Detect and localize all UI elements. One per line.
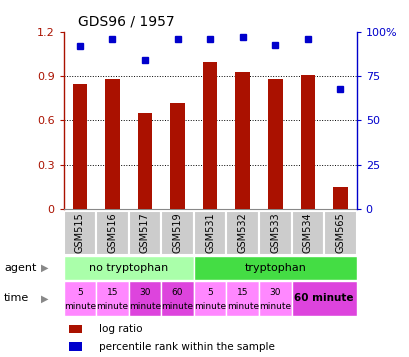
Text: minute: minute (193, 302, 226, 311)
FancyBboxPatch shape (324, 211, 356, 255)
FancyBboxPatch shape (128, 211, 161, 255)
Text: percentile rank within the sample: percentile rank within the sample (99, 342, 274, 352)
FancyBboxPatch shape (291, 211, 324, 255)
Text: ▶: ▶ (41, 263, 48, 273)
FancyBboxPatch shape (128, 281, 161, 316)
FancyBboxPatch shape (258, 211, 291, 255)
FancyBboxPatch shape (63, 281, 96, 316)
Text: GSM517: GSM517 (139, 212, 150, 253)
FancyBboxPatch shape (193, 281, 226, 316)
FancyBboxPatch shape (258, 281, 291, 316)
Text: agent: agent (4, 263, 36, 273)
Text: 15: 15 (106, 288, 118, 297)
Text: ▶: ▶ (41, 293, 48, 303)
Bar (235, 72, 249, 209)
Text: time: time (4, 293, 29, 303)
Text: minute: minute (226, 302, 258, 311)
Text: tryptophan: tryptophan (244, 263, 306, 273)
Text: GSM533: GSM533 (270, 213, 280, 253)
FancyBboxPatch shape (63, 256, 193, 280)
Text: 30: 30 (139, 288, 151, 297)
Text: 30: 30 (269, 288, 280, 297)
Bar (69, 325, 82, 333)
Bar (332, 187, 347, 209)
Text: GSM515: GSM515 (75, 212, 85, 253)
Text: GSM565: GSM565 (335, 212, 344, 253)
FancyBboxPatch shape (226, 281, 258, 316)
Text: 60 minute: 60 minute (294, 293, 353, 303)
FancyBboxPatch shape (96, 211, 128, 255)
Text: 5: 5 (77, 288, 83, 297)
FancyBboxPatch shape (291, 281, 356, 316)
Text: minute: minute (96, 302, 128, 311)
FancyBboxPatch shape (63, 211, 96, 255)
Bar (202, 62, 217, 209)
FancyBboxPatch shape (96, 281, 128, 316)
FancyBboxPatch shape (161, 211, 193, 255)
Text: 5: 5 (207, 288, 213, 297)
Bar (72, 84, 87, 209)
FancyBboxPatch shape (193, 211, 226, 255)
Text: log ratio: log ratio (99, 324, 142, 334)
Bar (267, 79, 282, 209)
Text: minute: minute (258, 302, 291, 311)
Text: minute: minute (161, 302, 193, 311)
Text: minute: minute (64, 302, 96, 311)
Text: no tryptophan: no tryptophan (89, 263, 168, 273)
Text: GSM531: GSM531 (204, 213, 215, 253)
Bar (105, 79, 119, 209)
Text: 15: 15 (236, 288, 248, 297)
Text: GSM532: GSM532 (237, 212, 247, 253)
Bar (170, 103, 184, 209)
Text: GSM519: GSM519 (172, 213, 182, 253)
FancyBboxPatch shape (226, 211, 258, 255)
FancyBboxPatch shape (161, 281, 193, 316)
Text: GSM534: GSM534 (302, 213, 312, 253)
Text: minute: minute (128, 302, 161, 311)
FancyBboxPatch shape (193, 256, 356, 280)
Text: GSM516: GSM516 (107, 213, 117, 253)
Text: GDS96 / 1957: GDS96 / 1957 (78, 14, 174, 28)
Bar (300, 75, 315, 209)
Bar (69, 342, 82, 351)
Bar (137, 113, 152, 209)
Text: 60: 60 (171, 288, 183, 297)
